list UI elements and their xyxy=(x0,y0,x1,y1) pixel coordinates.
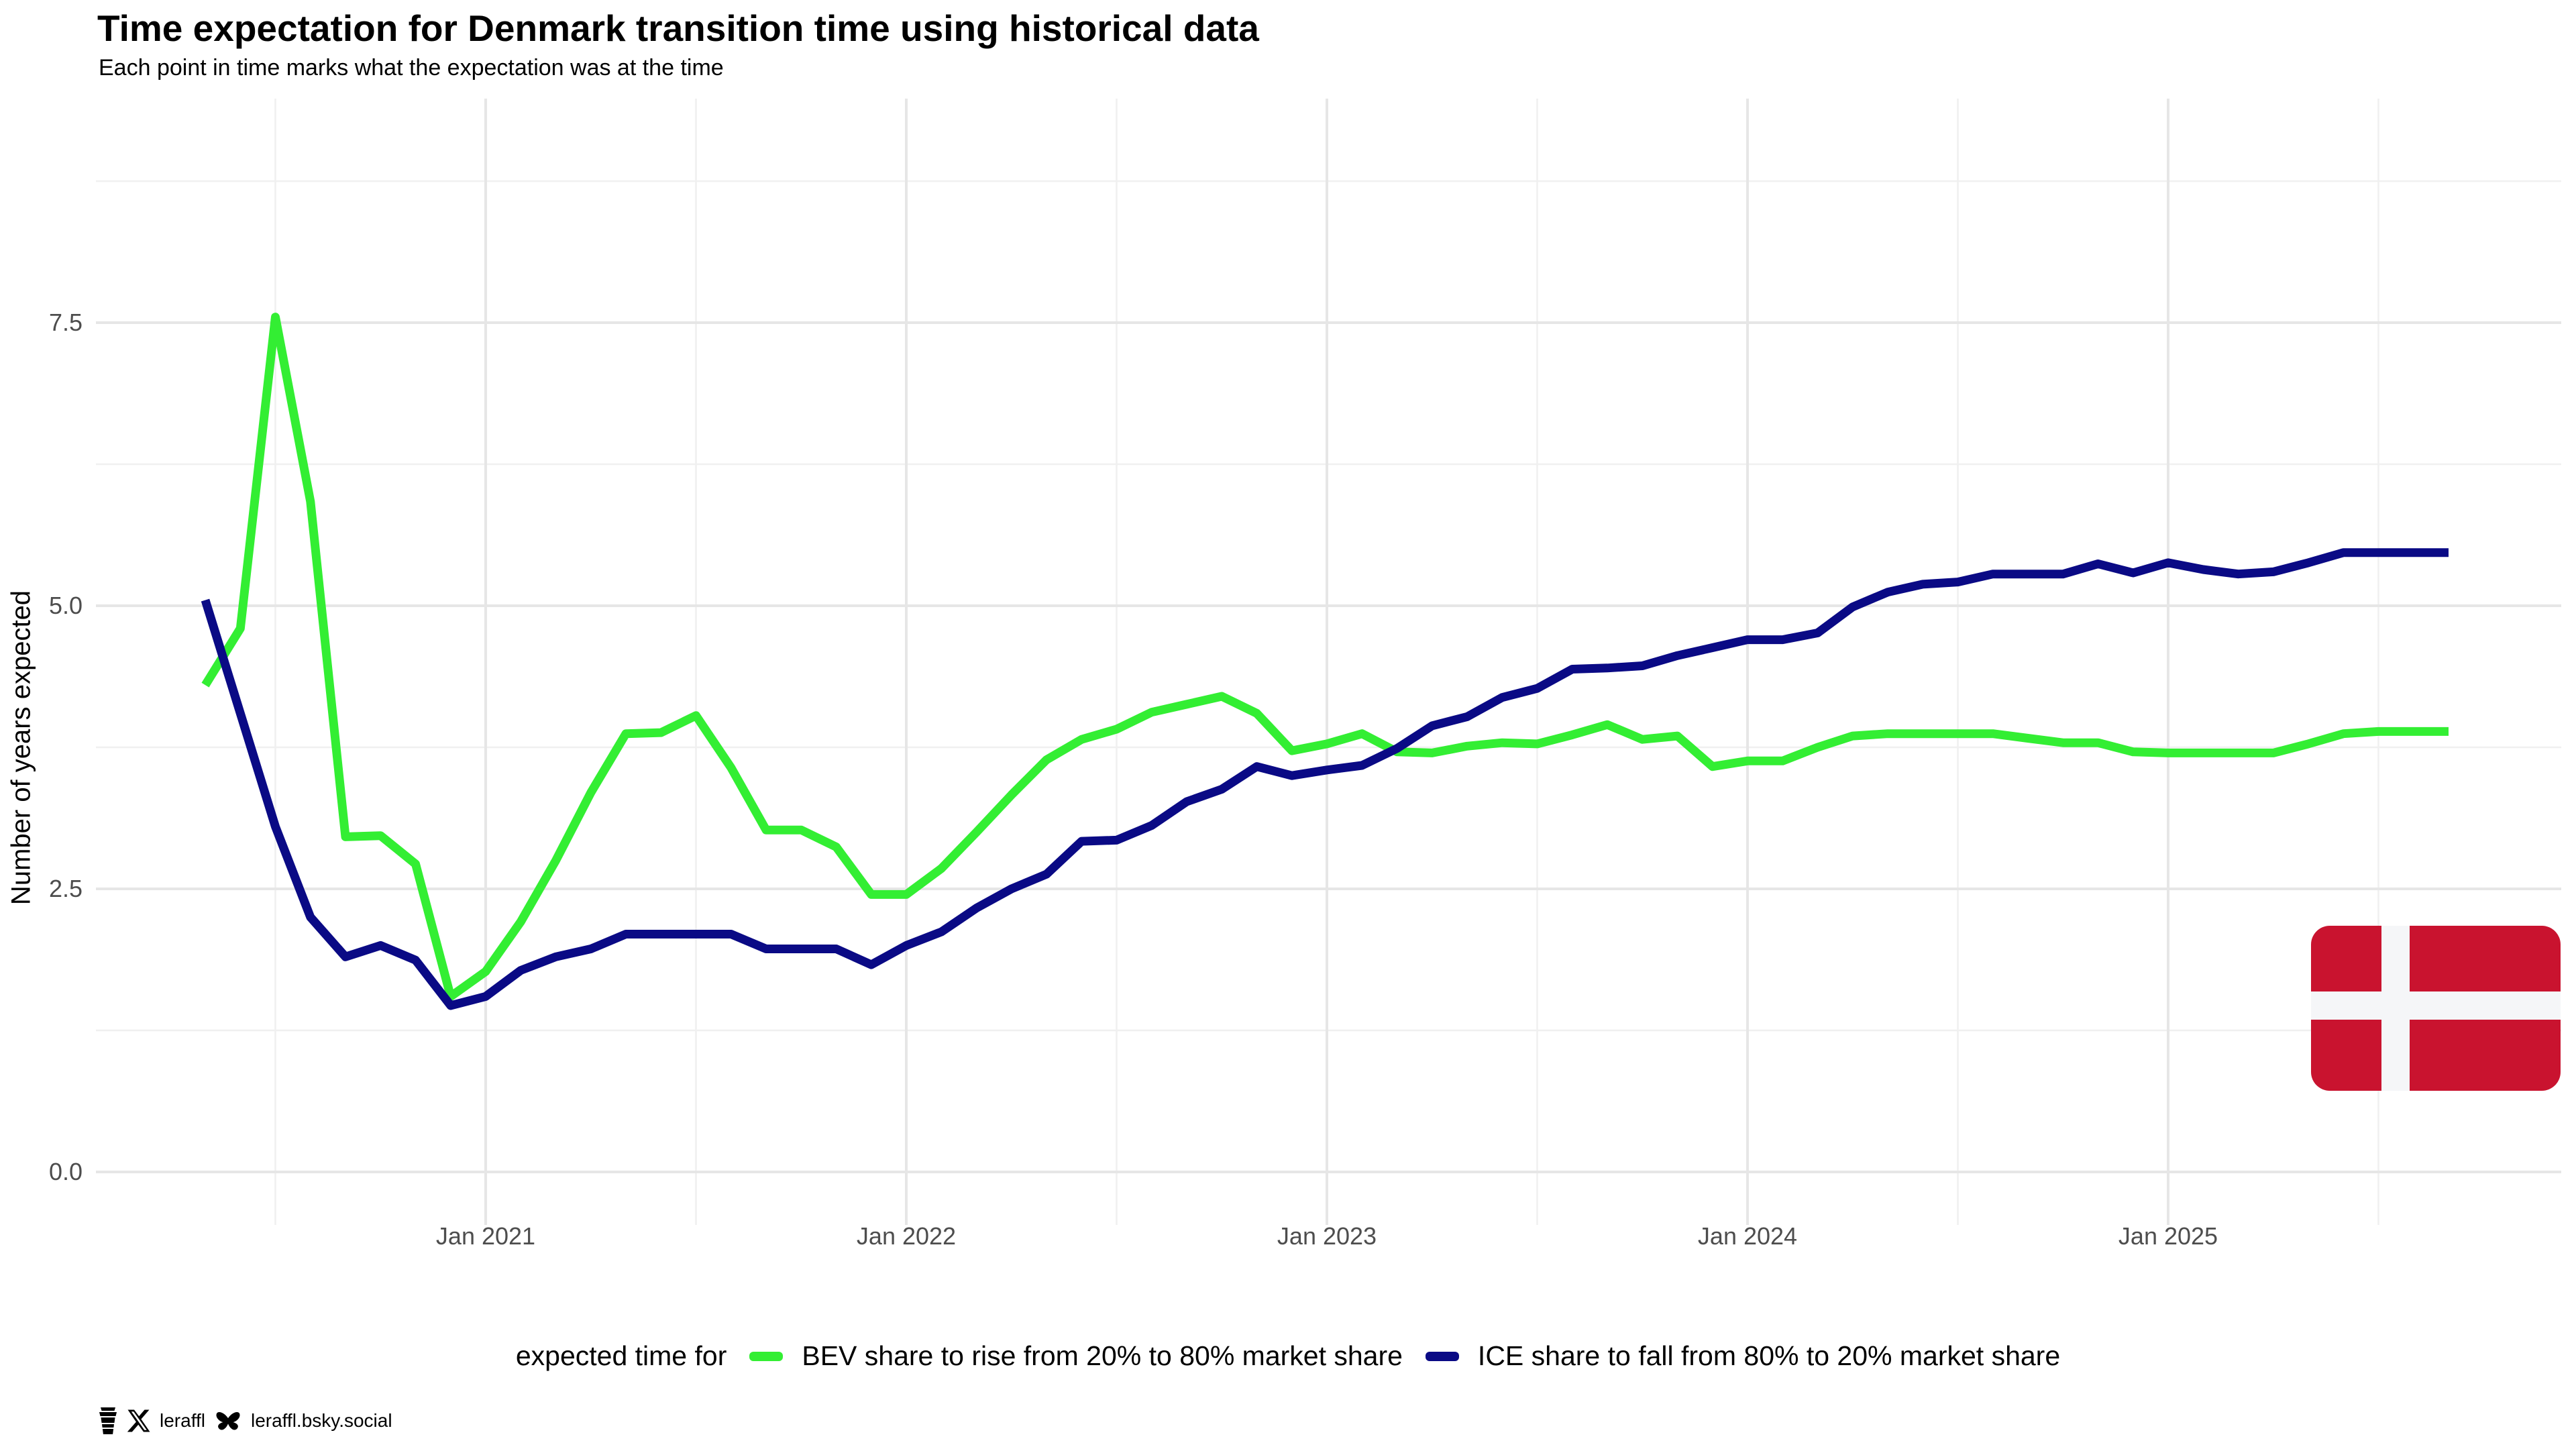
page-subtitle: Each point in time marks what the expect… xyxy=(99,55,724,80)
x-tick-label: Jan 2023 xyxy=(1277,1222,1377,1250)
x-tick-label: Jan 2025 xyxy=(2118,1222,2218,1250)
y-tick-label: 0.0 xyxy=(48,1158,83,1185)
footer-credits: leraffl leraffl.bsky.social xyxy=(98,1407,392,1434)
legend-item-ice: ICE share to fall from 80% to 20% market… xyxy=(1425,1340,2061,1372)
denmark-flag xyxy=(2311,926,2561,1094)
butterfly-icon xyxy=(215,1409,241,1433)
legend-item-label: BEV share to rise from 20% to 80% market… xyxy=(802,1340,1403,1371)
ice-series-line xyxy=(201,548,2449,1010)
x-tick-label: Jan 2024 xyxy=(1697,1222,1798,1250)
flag-cross-vertical xyxy=(2381,926,2410,1091)
y-tick-label: 7.5 xyxy=(48,309,83,336)
footer-x-handle: leraffl xyxy=(160,1410,205,1431)
ice-line-swatch xyxy=(1425,1351,1459,1361)
legend-item-bev: BEV share to rise from 20% to 80% market… xyxy=(749,1340,1403,1372)
bev-series-line xyxy=(201,313,2449,1001)
coffee-cup-icon xyxy=(98,1407,118,1434)
bev-line-swatch xyxy=(749,1351,784,1361)
x-tick-label: Jan 2022 xyxy=(856,1222,957,1250)
y-tick-label: 2.5 xyxy=(48,875,83,902)
footer-bsky-handle: leraffl.bsky.social xyxy=(250,1410,392,1431)
legend-title: expected time for xyxy=(515,1340,727,1371)
flag-cross-horizontal xyxy=(2311,991,2561,1020)
x-logo-icon xyxy=(127,1409,150,1432)
page-title: Time expectation for Denmark transition … xyxy=(97,7,1259,49)
x-tick-label: Jan 2021 xyxy=(435,1222,536,1250)
legend-item-label: ICE share to fall from 80% to 20% market… xyxy=(1477,1340,2061,1371)
y-tick-label: 5.0 xyxy=(48,592,83,619)
chart-legend: expected time for BEV share to rise from… xyxy=(0,1340,2576,1372)
